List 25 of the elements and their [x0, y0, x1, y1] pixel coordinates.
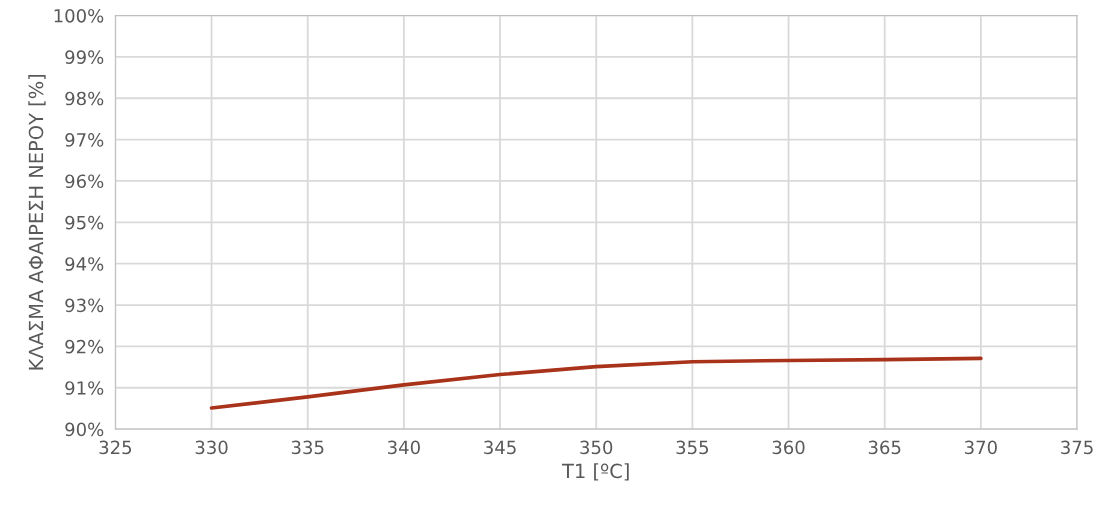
y-axis-title: ΚΛΑΣΜΑ ΑΦΑΙΡΕΣΗ ΝΕΡΟΥ [%] — [28, 74, 46, 370]
y-tick-label: 99% — [65, 50, 104, 64]
y-tick-label: 94% — [65, 257, 104, 271]
x-tick-label: 360 — [772, 440, 805, 455]
x-axis-title: T1 [ºC] — [561, 463, 629, 481]
y-tick-label: 91% — [65, 381, 104, 395]
x-tick-label: 370 — [965, 440, 997, 455]
x-tick-label: 325 — [99, 440, 132, 455]
x-tick-label: 375 — [1061, 440, 1093, 455]
y-tick-label: 98% — [65, 91, 104, 106]
y-tick-label: 95% — [65, 215, 104, 230]
y-tick-label: 100% — [54, 8, 104, 23]
x-tick-label: 365 — [868, 440, 901, 455]
line-series — [209, 356, 983, 410]
x-tick-label: 345 — [484, 440, 516, 455]
x-tick-label: 335 — [291, 440, 324, 455]
x-tick-label: 355 — [676, 440, 709, 455]
x-tick-label: 350 — [580, 440, 613, 455]
y-tick-label: 93% — [65, 298, 104, 313]
y-tick-label: 97% — [65, 133, 104, 147]
x-tick-label: 330 — [195, 440, 228, 455]
x-tick-label: 340 — [388, 440, 420, 455]
y-tick-label: 92% — [65, 339, 104, 354]
y-tick-label: 96% — [65, 174, 104, 189]
y-tick-label: 90% — [65, 422, 104, 437]
